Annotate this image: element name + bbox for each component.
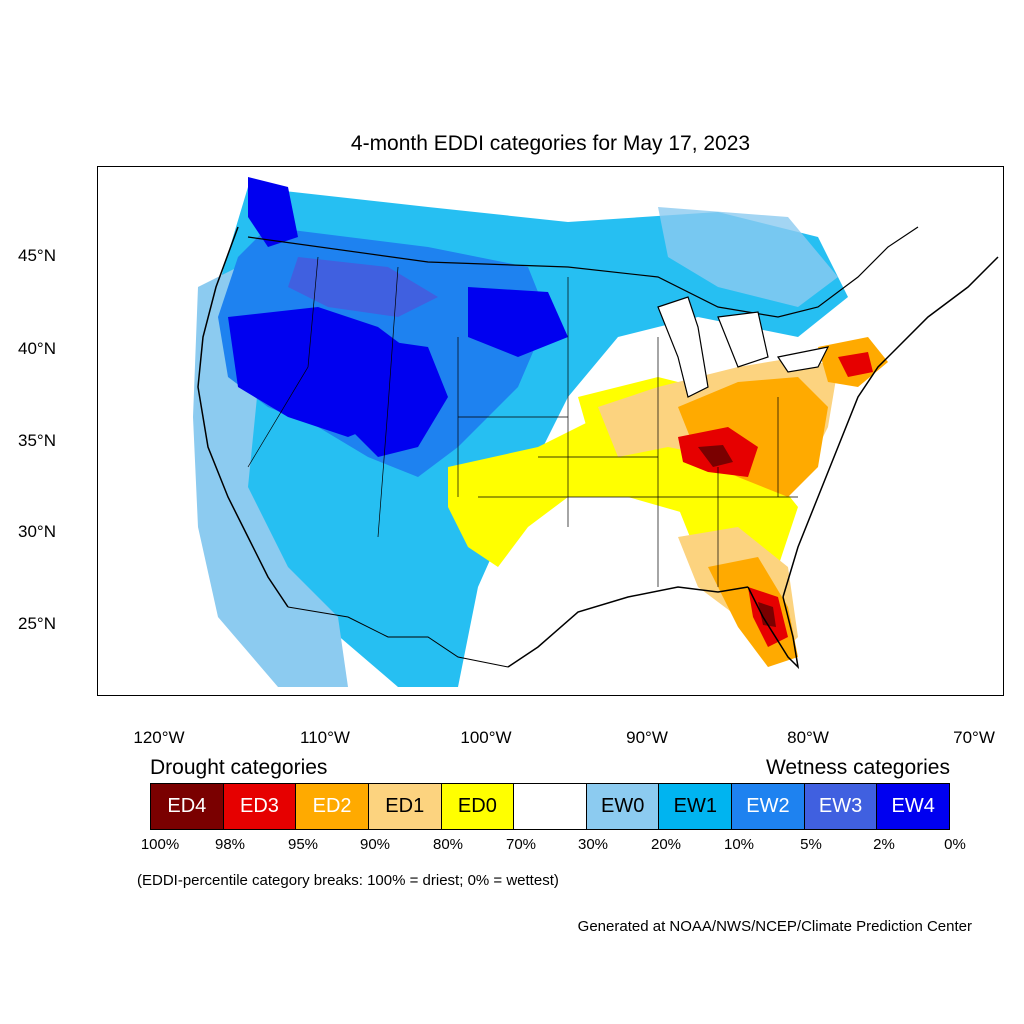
legend-label-ew4: EW4 — [891, 795, 935, 817]
legend-label-ed0: ED0 — [457, 795, 497, 817]
legend-label-ew1: EW1 — [673, 795, 717, 817]
dry-region-ed3-ne — [838, 352, 873, 377]
lon-label-120: 120°W — [133, 728, 185, 747]
legend-box-ew3: EW3 — [804, 784, 878, 829]
legend-box-ed1: ED1 — [368, 784, 442, 829]
legend-box-ew1: EW1 — [659, 784, 733, 829]
break-label-30: 30% — [577, 836, 609, 853]
legend-label-ew3: EW3 — [818, 795, 863, 817]
map-title: 4-month EDDI categories for May 17, 2023 — [350, 132, 751, 155]
wet-region-ew4-nw — [248, 177, 298, 247]
legend-box-ew2: EW2 — [732, 784, 805, 829]
break-label-100: 100% — [140, 836, 180, 853]
florida-coastline — [747, 586, 800, 670]
legend-box-neutral — [514, 784, 587, 829]
drought-categories-title: Drought categories — [150, 756, 328, 779]
category-legend: ED4 ED3 ED2 ED1 ED0 EW0 EW1 EW2 EW3 EW4 — [150, 783, 950, 830]
dry-region-ed2 — [678, 377, 828, 497]
break-label-20: 20% — [650, 836, 682, 853]
gulf-coastline — [507, 586, 749, 668]
legend-label-ew2: EW2 — [746, 795, 790, 817]
legend-label-ed3: ED3 — [240, 795, 279, 817]
legend-label-ed1: ED1 — [385, 795, 425, 817]
break-label-70: 70% — [505, 836, 537, 853]
lat-label-30: 30°N — [18, 522, 56, 541]
wet-region-ew4-mountain — [348, 337, 448, 457]
legend-box-ed3: ED3 — [223, 784, 297, 829]
legend-box-ew0: EW0 — [586, 784, 660, 829]
east-coastline — [782, 256, 999, 598]
eddi-map — [193, 177, 999, 687]
lat-label-35: 35°N — [18, 431, 56, 450]
lon-label-100: 100°W — [460, 728, 512, 747]
break-label-95: 95% — [287, 836, 319, 853]
break-label-5: 5% — [800, 836, 822, 853]
lon-label-70: 70°W — [953, 728, 995, 747]
break-label-90: 90% — [359, 836, 391, 853]
country-border — [247, 226, 919, 318]
lat-label-45: 45°N — [18, 246, 56, 265]
legend-label-ew0: EW0 — [600, 795, 645, 817]
lon-label-90: 90°W — [626, 728, 668, 747]
lat-label-25: 25°N — [18, 614, 56, 633]
break-label-0: 0% — [944, 836, 966, 853]
wet-region-ew0-east — [658, 207, 838, 307]
dry-region-ed4 — [698, 445, 733, 467]
break-label-80: 80% — [432, 836, 464, 853]
great-lakes — [657, 296, 830, 398]
break-label-10: 10% — [723, 836, 755, 853]
map-panel — [97, 166, 1004, 696]
break-label-2: 2% — [873, 836, 895, 853]
lon-label-110: 110°W — [300, 728, 350, 747]
legend-label-ed2: ED2 — [312, 795, 352, 817]
mexico-border — [287, 606, 509, 668]
legend-box-ed2: ED2 — [296, 784, 369, 829]
wet-region-ew4-north — [468, 287, 568, 357]
credit-line: Generated at NOAA/NWS/NCEP/Climate Predi… — [577, 918, 972, 935]
wet-region-ew3 — [288, 257, 438, 317]
dry-region-ed4-fl — [758, 602, 776, 627]
legend-label-ed4: ED4 — [167, 795, 207, 817]
percentile-note: (EDDI-percentile category breaks: 100% =… — [137, 872, 559, 889]
legend-box-ed0: ED0 — [441, 784, 515, 829]
legend-box-ed4: ED4 — [151, 784, 224, 829]
break-label-98: 98% — [214, 836, 246, 853]
legend-box-ew4: EW4 — [877, 784, 950, 829]
lat-label-40: 40°N — [18, 339, 56, 358]
west-coastline — [197, 226, 289, 608]
state-borders — [247, 256, 798, 587]
wetness-categories-title: Wetness categories — [765, 756, 950, 779]
lon-label-80: 80°W — [787, 728, 829, 747]
